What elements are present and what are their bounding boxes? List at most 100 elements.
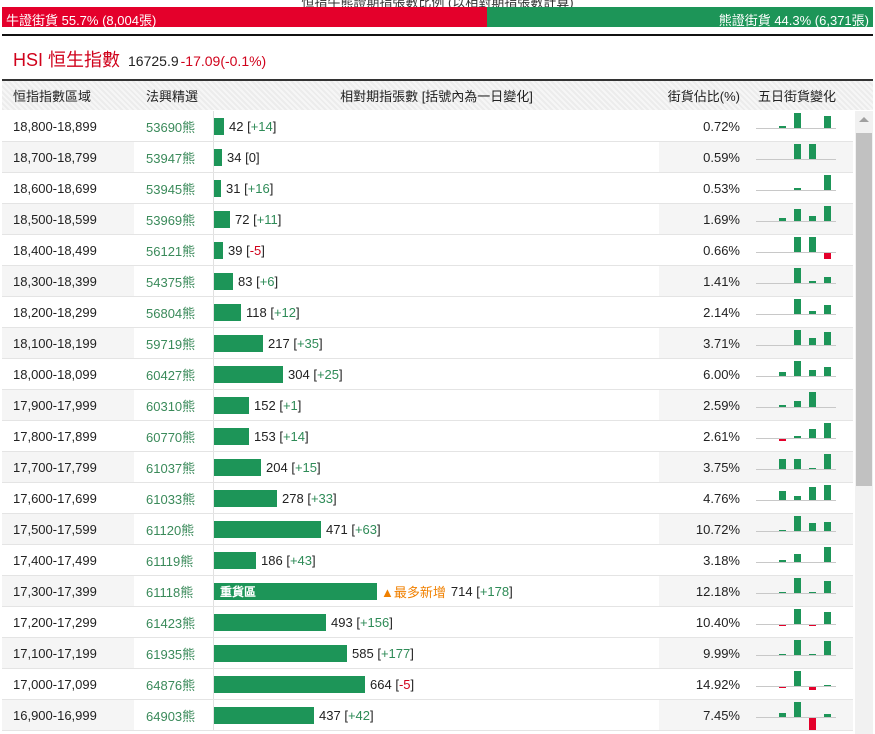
warrant-link[interactable]: 64876熊 [134,669,214,699]
scrollbar-thumb[interactable] [856,133,872,486]
count-cell: 31 [+16] [214,173,659,203]
warrant-link[interactable]: 53945熊 [134,173,214,203]
pct-cell: 6.00% [703,366,740,382]
pct-cell: 0.66% [703,242,740,258]
range-cell: 17,000-17,099 [13,676,97,692]
warrant-link[interactable]: 60770熊 [134,421,214,451]
spark-bar [824,253,831,259]
range-cell: 18,000-18,099 [13,366,97,382]
warrant-link[interactable]: 60427熊 [134,359,214,389]
spark-bar [824,612,831,624]
spark-bar [824,332,831,345]
spark-bar [809,370,816,376]
count-bar [214,396,249,414]
count-bar [214,644,347,662]
count-cell: 39 [-5] [214,235,659,265]
warrant-link[interactable]: 53969熊 [134,204,214,234]
spark-bar [809,487,816,500]
count-value: 493 [331,614,353,630]
spark-bar [779,713,786,717]
count-value: 118 [246,304,267,320]
spark-bar [794,361,801,376]
count-value: 585 [352,645,374,661]
spark-bar [824,367,831,376]
table-row: 17,600-17,699 61033熊 278 [+33] 4.76% [2,483,853,514]
spark-bar [794,330,801,345]
warrant-link[interactable]: 60310熊 [134,390,214,420]
five-day-sparkline [756,142,836,172]
count-cell: 204 [+15] [214,452,659,482]
table-row: 18,300-18,399 54375熊 83 [+6] 1.41% [2,266,853,297]
count-value: 217 [268,335,290,351]
table-row: 17,900-17,999 60310熊 152 [+1] 2.59% [2,390,853,421]
warrant-link[interactable]: 61037熊 [134,452,214,482]
bull-share: 牛證街貨 55.7% (8,004張) [2,7,488,28]
five-day-sparkline [756,235,836,265]
warrant-link[interactable]: 61033熊 [134,483,214,513]
spark-bar [794,516,801,531]
table-row: 18,000-18,099 60427熊 304 [+25] 6.00% [2,359,853,390]
pct-cell: 1.41% [703,273,740,289]
count-cell: 278 [+33] [214,483,659,513]
count-bar [214,272,233,290]
count-value: 39 [228,242,243,258]
spark-bar [779,687,786,688]
count-cell: 34 [0] [214,142,659,172]
scrollbar[interactable] [855,111,873,734]
spark-bar [794,671,801,686]
range-cell: 17,800-17,899 [13,428,97,444]
warrant-link[interactable]: 61118熊 [134,576,214,606]
warrant-link[interactable]: 53947熊 [134,142,214,172]
warrant-link[interactable]: 56804熊 [134,297,214,327]
col-count: 相對期指張數 [括號內為一日變化] [340,89,533,104]
five-day-sparkline [756,576,836,606]
count-change: +25 [316,366,339,382]
spark-bar [794,188,801,190]
warrant-link[interactable]: 61935熊 [134,638,214,668]
spark-bar [794,609,801,624]
table-header: 恒指指數區域 法興精選 相對期指張數 [括號內為一日變化] 街貨佔比(%) 五日… [2,79,873,110]
count-change: +15 [294,459,317,475]
spark-bar [824,547,831,562]
five-day-sparkline [756,638,836,668]
spark-bar [779,654,786,655]
five-day-sparkline [756,421,836,451]
warrant-link[interactable]: 59719熊 [134,328,214,358]
range-cell: 18,500-18,599 [13,211,97,227]
spark-bar [809,237,816,252]
range-cell: 17,400-17,499 [13,552,97,568]
range-cell: 17,100-17,199 [13,645,97,661]
spark-bar [794,237,801,252]
warrant-link[interactable]: 61120熊 [134,514,214,544]
five-day-sparkline [756,204,836,234]
spark-bar [824,305,831,314]
spark-bar [779,530,786,531]
chart-caption: 恒指牛熊證期指張數比例 (以相對期指張數計算) [301,0,574,10]
table-row: 18,100-18,199 59719熊 217 [+35] 3.71% [2,328,853,359]
warrant-link[interactable]: 56121熊 [134,235,214,265]
range-cell: 17,700-17,799 [13,459,97,475]
spark-bar [779,372,786,376]
table-row: 17,700-17,799 61037熊 204 [+15] 3.75% [2,452,853,483]
count-value: 664 [370,676,392,692]
warrant-link[interactable]: 53690熊 [134,111,214,141]
five-day-sparkline [756,452,836,482]
table-row: 17,800-17,899 60770熊 153 [+14] 2.61% [2,421,853,452]
table-row: 17,000-17,099 64876熊 664 [-5] 14.92% [2,669,853,700]
spark-bar [824,714,831,717]
count-cell: 118 [+12] [214,297,659,327]
count-value: 83 [238,273,253,289]
spark-bar [779,491,786,500]
scroll-up-arrow-icon[interactable] [859,117,869,122]
five-day-sparkline [756,297,836,327]
spark-bar [779,126,786,128]
spark-bar [794,209,801,221]
warrant-link[interactable]: 61423熊 [134,607,214,637]
warrant-link[interactable]: 64903熊 [134,700,214,730]
spark-bar [779,439,786,441]
count-change: +6 [259,273,275,289]
count-change: -5 [249,242,262,258]
warrant-link[interactable]: 54375熊 [134,266,214,296]
table-row: 18,600-18,699 53945熊 31 [+16] 0.53% [2,173,853,204]
warrant-link[interactable]: 61119熊 [134,545,214,575]
